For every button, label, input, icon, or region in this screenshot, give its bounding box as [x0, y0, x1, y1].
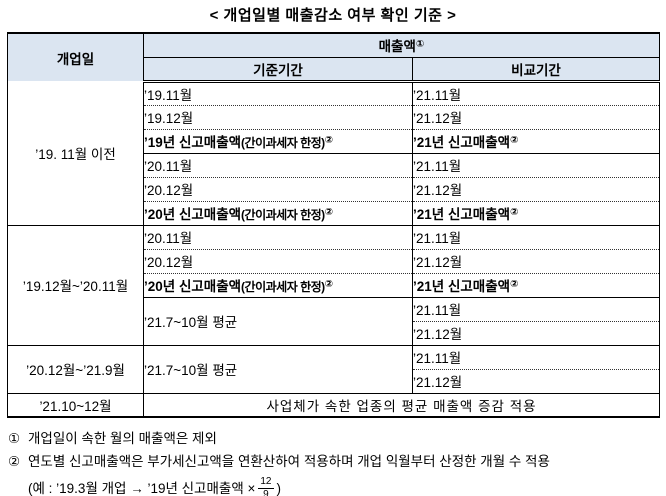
reported-sales-qualifier: (간이과세자 한정) — [241, 136, 325, 150]
cell-base-period: ’19.11월 — [143, 81, 413, 105]
footnote-ref: ② — [324, 279, 334, 290]
footnote-ref: ② — [510, 279, 519, 290]
table-body: ’19. 11월 이전 ’19.11월 ’21.11월 ’19.12월 ’21.… — [7, 81, 660, 417]
sales-decrease-criteria-table: 개업일 매출액① 기준기간 비교기간 ’19. 11월 이전 ’19.11월 ’… — [7, 32, 661, 418]
group-label: ’19.12월~’20.11월 — [7, 224, 144, 345]
table-row: ’19. 11월 이전 ’19.11월 ’21.11월 — [7, 81, 660, 225]
cell-compare-period: ’21.11월 — [411, 344, 660, 369]
cell-compare-period: ’21.11월 — [411, 152, 660, 177]
page-title: < 개업일별 매출감소 여부 확인 기준 > — [209, 7, 457, 24]
table-row: ’21.10~12월 사업체가 속한 업종의 평균 매출액 증감 적용 — [7, 392, 660, 417]
footnote-ref: ② — [324, 207, 334, 218]
table-row: ’20.12월 ’21.12월 — [8, 176, 660, 201]
table-row: ’21.12월 — [8, 320, 660, 345]
table-row: ’21.12월 — [8, 368, 660, 393]
header-base-period: 기준기간 — [143, 56, 413, 83]
header-sales-footnote-ref: ① — [415, 39, 425, 51]
header-opening-date: 개업일 — [7, 32, 144, 81]
cell-base-period: ’20.11월 — [143, 152, 413, 177]
header-compare-period: 비교기간 — [411, 56, 660, 83]
cell-compare-period: ’21.12월 — [411, 176, 660, 201]
cell-base-period: ’20.12월 — [143, 248, 413, 273]
cell-industry-average-policy: 사업체가 속한 업종의 평균 매출액 증감 적용 — [142, 392, 660, 417]
cell-compare-period: ’21.11월 — [411, 296, 660, 321]
table-row: ’21.7~10월 평균 ’21.11월 — [8, 296, 660, 345]
reported-sales-label: ’19년 신고매출액 — [144, 135, 242, 150]
cell-compare-period: ’21년 신고매출액② — [411, 200, 660, 225]
reported-sales-label: ’21년 신고매출액 — [413, 279, 511, 294]
footnote-ref: ② — [510, 135, 519, 146]
table-row: ’20년 신고매출액(간이과세자 한정)② ’21년 신고매출액② — [8, 200, 660, 225]
cell-compare-period: ’21.12월 — [411, 104, 660, 129]
header-sales: 매출액① — [142, 32, 660, 57]
footnote-1: ① 개업일이 속한 월의 매출액은 제외 — [8, 431, 666, 447]
footnote-1-text: 개업일이 속한 월의 매출액은 제외 — [28, 431, 217, 446]
group-label: ’19. 11월 이전 — [7, 81, 144, 225]
cell-compare-period: ’21.11월 — [411, 81, 660, 105]
reported-sales-label: ’21년 신고매출액 — [413, 135, 511, 150]
table-header: 개업일 매출액① 기준기간 비교기간 — [7, 32, 660, 83]
table-row: ’19년 신고매출액(간이과세자 한정)② ’21년 신고매출액② — [8, 128, 660, 153]
group-label: ’21.10~12월 — [7, 392, 144, 417]
footnote-2: ② 연도별 신고매출액은 부가세신고액을 연환산하여 적용하며 개업 익월부터 … — [8, 454, 666, 470]
cell-compare-period: ’21.11월 — [411, 224, 660, 249]
table-row: ’19.12월 ’21.12월 — [8, 104, 660, 129]
footnote-2-text: 연도별 신고매출액은 부가세신고액을 연환산하여 적용하며 개업 익월부터 산정… — [28, 454, 550, 469]
example-suffix: ) — [276, 480, 282, 496]
cell-base-period: ’20년 신고매출액(간이과세자 한정)② — [143, 200, 413, 225]
table-row: ’20.12월 ’21.12월 — [8, 248, 660, 273]
fraction-denominator: 9 — [263, 489, 269, 496]
group-label: ’20.12월~’21.9월 — [7, 344, 144, 393]
footnote-ref: ② — [324, 135, 334, 146]
cell-base-period-average: ’21.7~10월 평균 — [143, 344, 413, 393]
cell-base-period-average: ’21.7~10월 평균 — [143, 296, 413, 345]
cell-compare-period: ’21.12월 — [411, 248, 660, 273]
cell-compare-period: ’21.12월 — [411, 320, 660, 345]
reported-sales-qualifier: (간이과세자 한정) — [241, 280, 325, 294]
example-prefix: (예 : ’19.3월 개업 → ’19년 신고매출액 × — [28, 480, 256, 496]
fraction: 12 9 — [258, 476, 274, 496]
cell-compare-period: ’21년 신고매출액② — [411, 128, 660, 153]
header-sales-label: 매출액 — [378, 39, 416, 55]
fraction-numerator: 12 — [258, 476, 274, 489]
cell-base-period: ’19년 신고매출액(간이과세자 한정)② — [143, 128, 413, 153]
cell-base-period: ’20.11월 — [143, 224, 413, 249]
table-row: ’20.11월 ’21.11월 — [8, 152, 660, 177]
table-row: ’20.12월~’21.9월 ’21.7~10월 평균 ’21.11월 — [7, 344, 660, 393]
reported-sales-label: ’20년 신고매출액 — [144, 207, 242, 222]
cell-compare-period: ’21.12월 — [411, 368, 660, 393]
footnote-1-marker: ① — [8, 431, 21, 446]
footnotes: ① 개업일이 속한 월의 매출액은 제외 ② 연도별 신고매출액은 부가세신고액… — [8, 431, 666, 496]
cell-base-period: ’19.12월 — [143, 104, 413, 129]
reported-sales-label: ’20년 신고매출액 — [144, 279, 242, 294]
cell-compare-period: ’21년 신고매출액② — [411, 272, 660, 297]
table-row: ’20년 신고매출액(간이과세자 한정)② ’21년 신고매출액② — [8, 272, 660, 297]
cell-base-period: ’20.12월 — [143, 176, 413, 201]
footnote-2-marker: ② — [8, 454, 21, 469]
cell-base-period: ’20년 신고매출액(간이과세자 한정)② — [143, 272, 413, 297]
reported-sales-qualifier: (간이과세자 한정) — [241, 208, 325, 222]
reported-sales-label: ’21년 신고매출액 — [413, 207, 511, 222]
footnote-ref: ② — [510, 207, 519, 218]
footnote-2-example: (예 : ’19.3월 개업 → ’19년 신고매출액 × 12 9 ) — [28, 477, 666, 496]
table-row: ’19.12월~’20.11월 ’20.11월 ’21.11월 — [7, 224, 660, 345]
